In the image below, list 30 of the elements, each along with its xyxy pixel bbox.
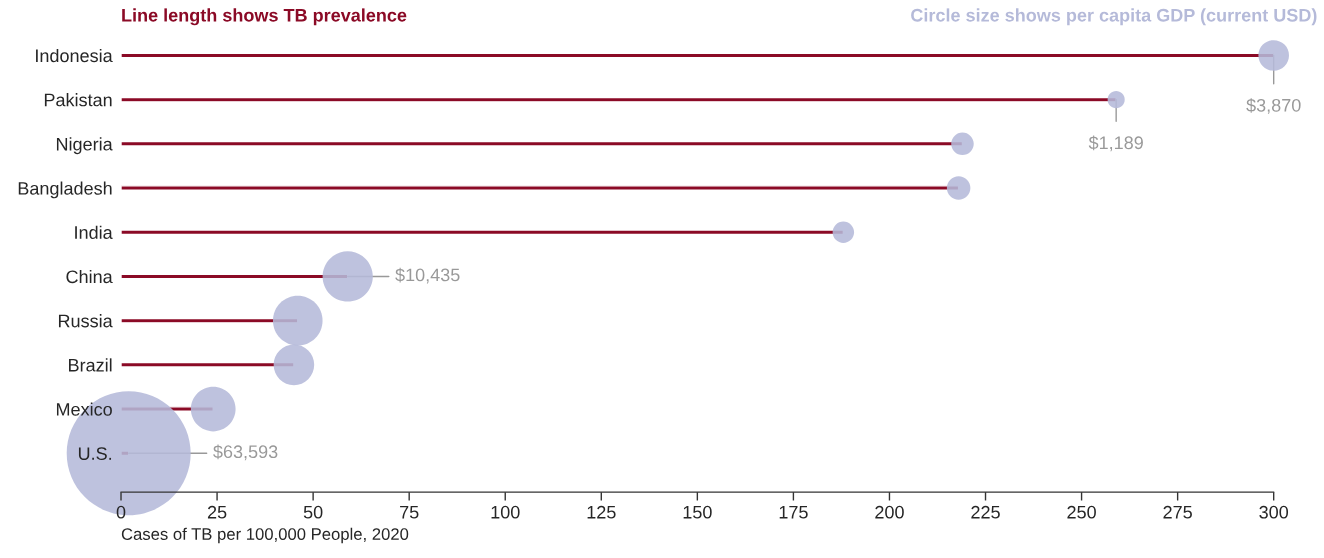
y-tick-label: U.S. <box>78 447 112 460</box>
x-tick-label: 125 <box>587 505 616 519</box>
y-tick-label: Nigeria <box>56 137 113 155</box>
annotation: $3,870 <box>1246 98 1301 114</box>
y-tick-label: Pakistan <box>44 93 112 107</box>
annotation: $63,593 <box>213 444 278 461</box>
y-tick-label: Indonesia <box>36 48 113 63</box>
annotation: $1,189 <box>1088 135 1143 152</box>
x-tick-label: 175 <box>779 506 808 519</box>
x-tick-label: 75 <box>400 506 419 519</box>
x-tick-label: 300 <box>1259 505 1289 519</box>
y-tick-label: Bangladesh <box>18 181 112 199</box>
x-tick-label: 50 <box>303 505 323 519</box>
x-tick-label: 150 <box>683 505 712 519</box>
x-tick-label: 225 <box>971 505 1000 519</box>
x-tick-label: 100 <box>491 505 520 519</box>
x-axis-title: Cases of TB per 100,000 People, 2020 <box>121 527 409 544</box>
x-tick-label: 25 <box>207 505 227 519</box>
y-tick-label: Russia <box>58 314 113 328</box>
x-tick-label: 275 <box>1163 505 1192 519</box>
y-tick-label: Mexico <box>56 402 112 416</box>
y-tick-label: China <box>66 269 113 284</box>
text: Line length shows TB prevalence <box>122 8 407 26</box>
annotation: $10,435 <box>395 267 460 284</box>
y-tick-label: India <box>75 225 113 239</box>
x-tick-label: 250 <box>1067 505 1096 519</box>
x-tick-label: 200 <box>875 505 904 519</box>
x-tick-label: 0 <box>116 505 126 519</box>
text: Circle size shows per capita GDP (current USD) <box>911 8 1317 26</box>
y-tick-label: Brazil <box>69 358 112 372</box>
